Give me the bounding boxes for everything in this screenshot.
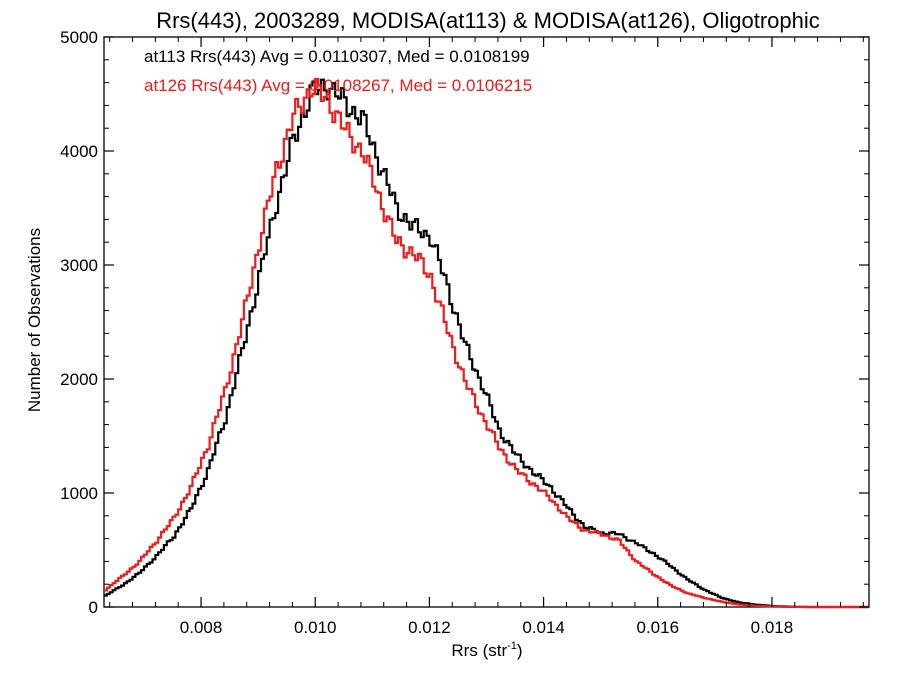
x-axis-title-main: Rrs (str bbox=[451, 641, 507, 660]
x-axis-title-close: ) bbox=[517, 641, 523, 660]
legend-at126-stats: at126 Rrs(443) Avg = 0.0108267, Med = 0.… bbox=[144, 76, 532, 95]
series-line-at126 bbox=[104, 77, 869, 609]
y-axis-title: Number of Observations bbox=[25, 228, 44, 412]
x-axis-title: Rrs (str-1) bbox=[451, 640, 522, 660]
y-tick-label: 2000 bbox=[60, 370, 98, 389]
x-tick-label: 0.008 bbox=[180, 618, 223, 637]
y-tick-label: 3000 bbox=[60, 256, 98, 275]
legend-at113-stats: at113 Rrs(443) Avg = 0.0110307, Med = 0.… bbox=[144, 47, 530, 66]
x-tick-label: 0.012 bbox=[408, 618, 451, 637]
x-tick-label: 0.016 bbox=[636, 618, 679, 637]
x-tick-label: 0.010 bbox=[294, 618, 337, 637]
x-tick-label: 0.018 bbox=[751, 618, 794, 637]
plot-area-frame bbox=[103, 36, 870, 608]
series-line-at113 bbox=[104, 78, 869, 609]
x-axis-title-sup: -1 bbox=[507, 640, 517, 652]
y-tick-label: 4000 bbox=[60, 142, 98, 161]
y-tick-label: 5000 bbox=[60, 28, 98, 47]
x-tick-label: 0.014 bbox=[522, 618, 565, 637]
y-tick-label: 1000 bbox=[60, 484, 98, 503]
chart-title: Rrs(443), 2003289, MODISA(at113) & MODIS… bbox=[156, 8, 820, 33]
y-tick-label: 0 bbox=[89, 598, 98, 617]
